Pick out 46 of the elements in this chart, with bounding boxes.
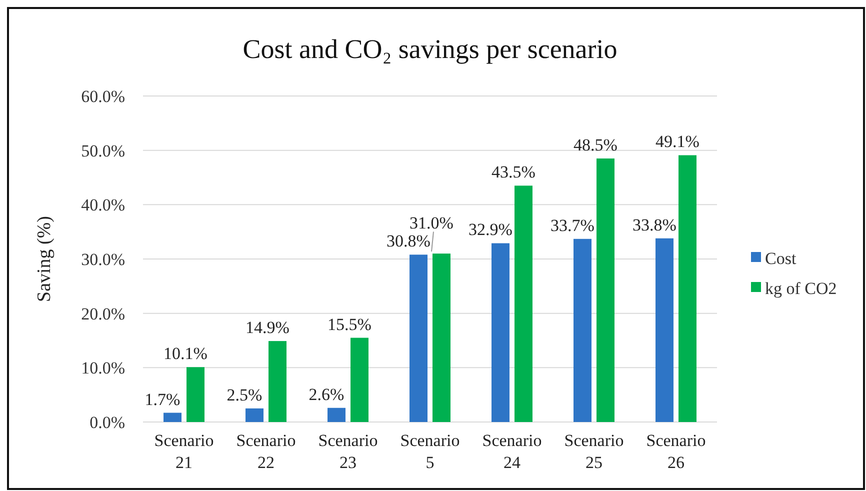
bar <box>268 341 286 422</box>
data-label: 2.6% <box>308 384 344 404</box>
y-tick-label: 20.0% <box>81 304 125 324</box>
y-tick-label: 50.0% <box>81 141 125 160</box>
bar <box>514 186 532 422</box>
bar <box>328 408 346 422</box>
data-label: 32.9% <box>468 220 512 240</box>
data-label: 48.5% <box>574 135 618 154</box>
data-label: 33.8% <box>632 215 676 234</box>
data-label: 49.1% <box>656 132 700 152</box>
x-tick-label: Scenario 5 <box>400 431 460 472</box>
bar <box>164 412 182 422</box>
bar <box>350 338 368 422</box>
bar <box>246 408 264 422</box>
data-label: 30.8% <box>386 232 430 251</box>
data-label: 31.0% <box>410 214 454 233</box>
y-axis-title: Saving (%) <box>34 216 55 302</box>
bar <box>410 254 428 422</box>
x-tick-label: Scenario 21 <box>154 431 214 472</box>
y-tick-label: 0.0% <box>90 412 125 432</box>
bar <box>492 243 510 422</box>
data-label: 43.5% <box>492 162 536 182</box>
legend-label: kg of CO2 <box>765 278 837 298</box>
bar <box>432 254 450 422</box>
y-tick-label: 10.0% <box>81 358 125 378</box>
data-label: 15.5% <box>328 314 372 334</box>
data-label: 33.7% <box>550 216 594 235</box>
data-label: 14.9% <box>246 318 290 338</box>
x-tick-label: Scenario 23 <box>318 431 378 472</box>
y-tick-label: 30.0% <box>81 250 125 269</box>
y-tick-label: 60.0% <box>81 86 125 106</box>
bar <box>186 367 204 422</box>
x-tick-label: Scenario 25 <box>564 431 624 472</box>
bar <box>678 155 696 422</box>
bar <box>656 238 674 422</box>
data-label: 1.7% <box>144 390 180 409</box>
data-label: 2.5% <box>226 385 262 404</box>
bar <box>596 158 614 422</box>
x-tick-label: Scenario 22 <box>236 431 296 472</box>
legend-label: Cost <box>765 248 796 268</box>
data-label: 10.1% <box>164 344 208 364</box>
x-tick-label: Scenario 24 <box>482 431 542 472</box>
bar <box>574 238 592 422</box>
x-tick-label: Scenario 26 <box>646 431 706 472</box>
y-tick-label: 40.0% <box>81 196 125 215</box>
chart-title: Cost and CO₂ savings per scenario <box>242 34 618 64</box>
